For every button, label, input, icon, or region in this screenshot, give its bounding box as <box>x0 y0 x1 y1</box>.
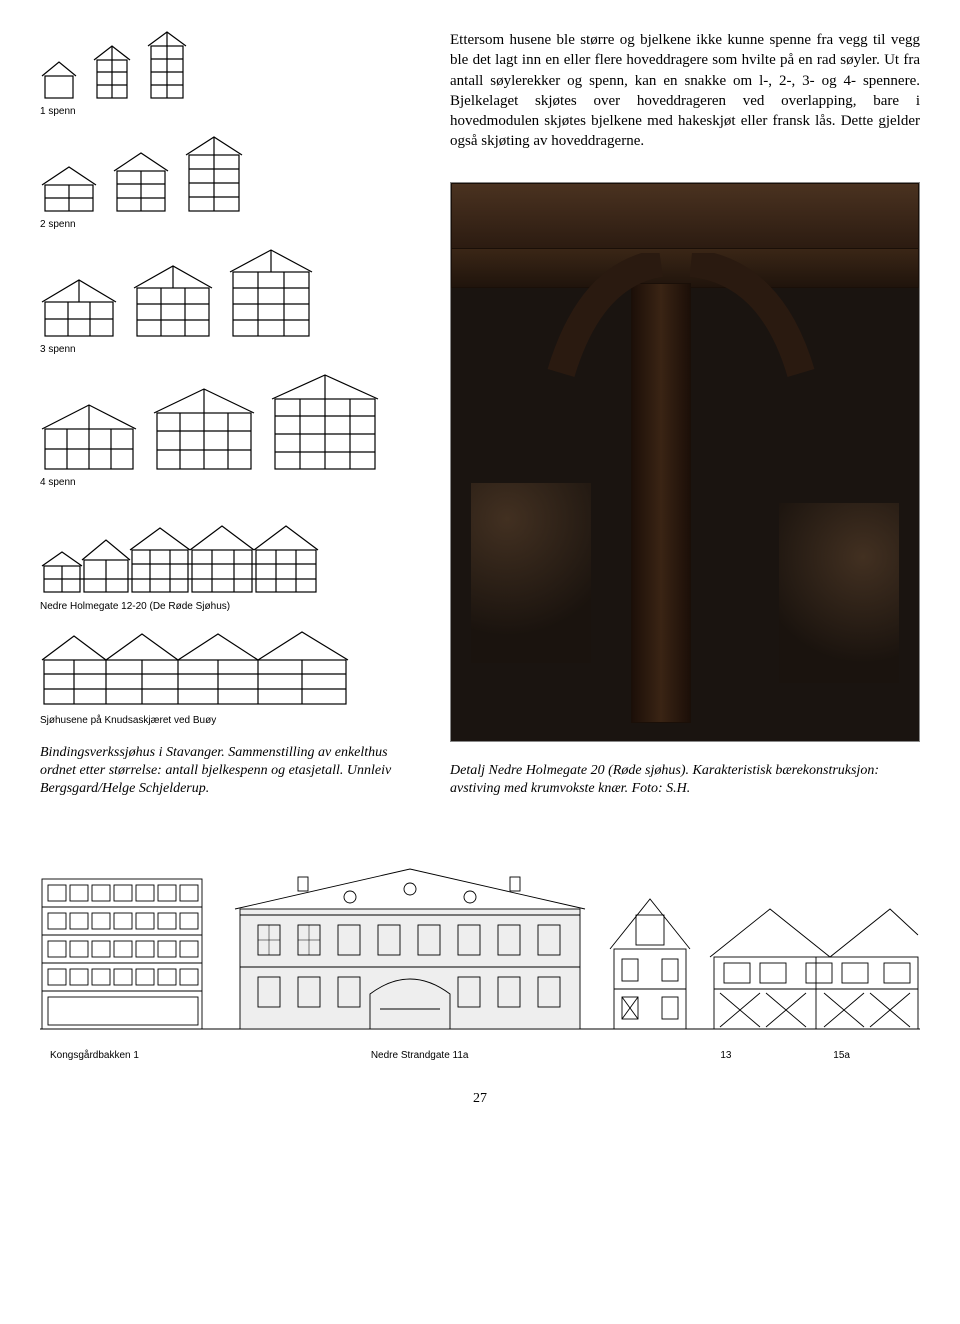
elev-label-3: 13 <box>720 1050 731 1061</box>
page-number: 27 <box>40 1091 920 1107</box>
label-knudsaskjaeret: Sjøhusene på Knudsaskjæret ved Buøy <box>40 715 420 726</box>
diagram-knudsaskjaeret: Sjøhusene på Knudsaskjæret ved Buøy <box>40 630 420 726</box>
label-4-spenn: 4 spenn <box>40 477 420 488</box>
elev-label-1: Kongsgårdbakken 1 <box>50 1050 139 1061</box>
diagram-1-spenn: 1 spenn <box>40 30 420 117</box>
diagram-2-spenn: 2 spenn <box>40 135 420 230</box>
diagram-4-spenn: 4 spenn <box>40 373 420 488</box>
label-holmegate: Nedre Holmegate 12-20 (De Røde Sjøhus) <box>40 601 420 612</box>
building-strandgate-11a <box>235 869 585 1029</box>
label-3-spenn: 3 spenn <box>40 344 420 355</box>
house-span-diagrams: 1 spenn 2 spenn <box>40 30 420 799</box>
caption-right: Detalj Nedre Holmegate 20 (Røde sjøhus).… <box>450 762 920 798</box>
body-paragraph: Ettersom husene ble større og bjelkene i… <box>450 30 920 152</box>
right-column: Ettersom husene ble større og bjelkene i… <box>450 30 920 799</box>
diagram-3-spenn: 3 spenn <box>40 248 420 355</box>
building-13 <box>610 899 690 1029</box>
elev-label-4: 15a <box>833 1050 850 1061</box>
elev-label-2: Nedre Strandgate 11a <box>371 1050 469 1061</box>
diagram-holmegate: Nedre Holmegate 12-20 (De Røde Sjøhus) <box>40 506 420 612</box>
label-1-spenn: 1 spenn <box>40 106 420 117</box>
street-elevation: Kongsgårdbakken 1 Nedre Strandgate 11a 1… <box>40 839 920 1061</box>
caption-left: Bindingsverkssjøhus i Stavanger. Sammens… <box>40 744 420 799</box>
timber-brace-photo <box>450 182 920 742</box>
building-15a <box>710 909 918 1029</box>
label-2-spenn: 2 spenn <box>40 219 420 230</box>
building-kongsgardbakken <box>42 879 202 1029</box>
